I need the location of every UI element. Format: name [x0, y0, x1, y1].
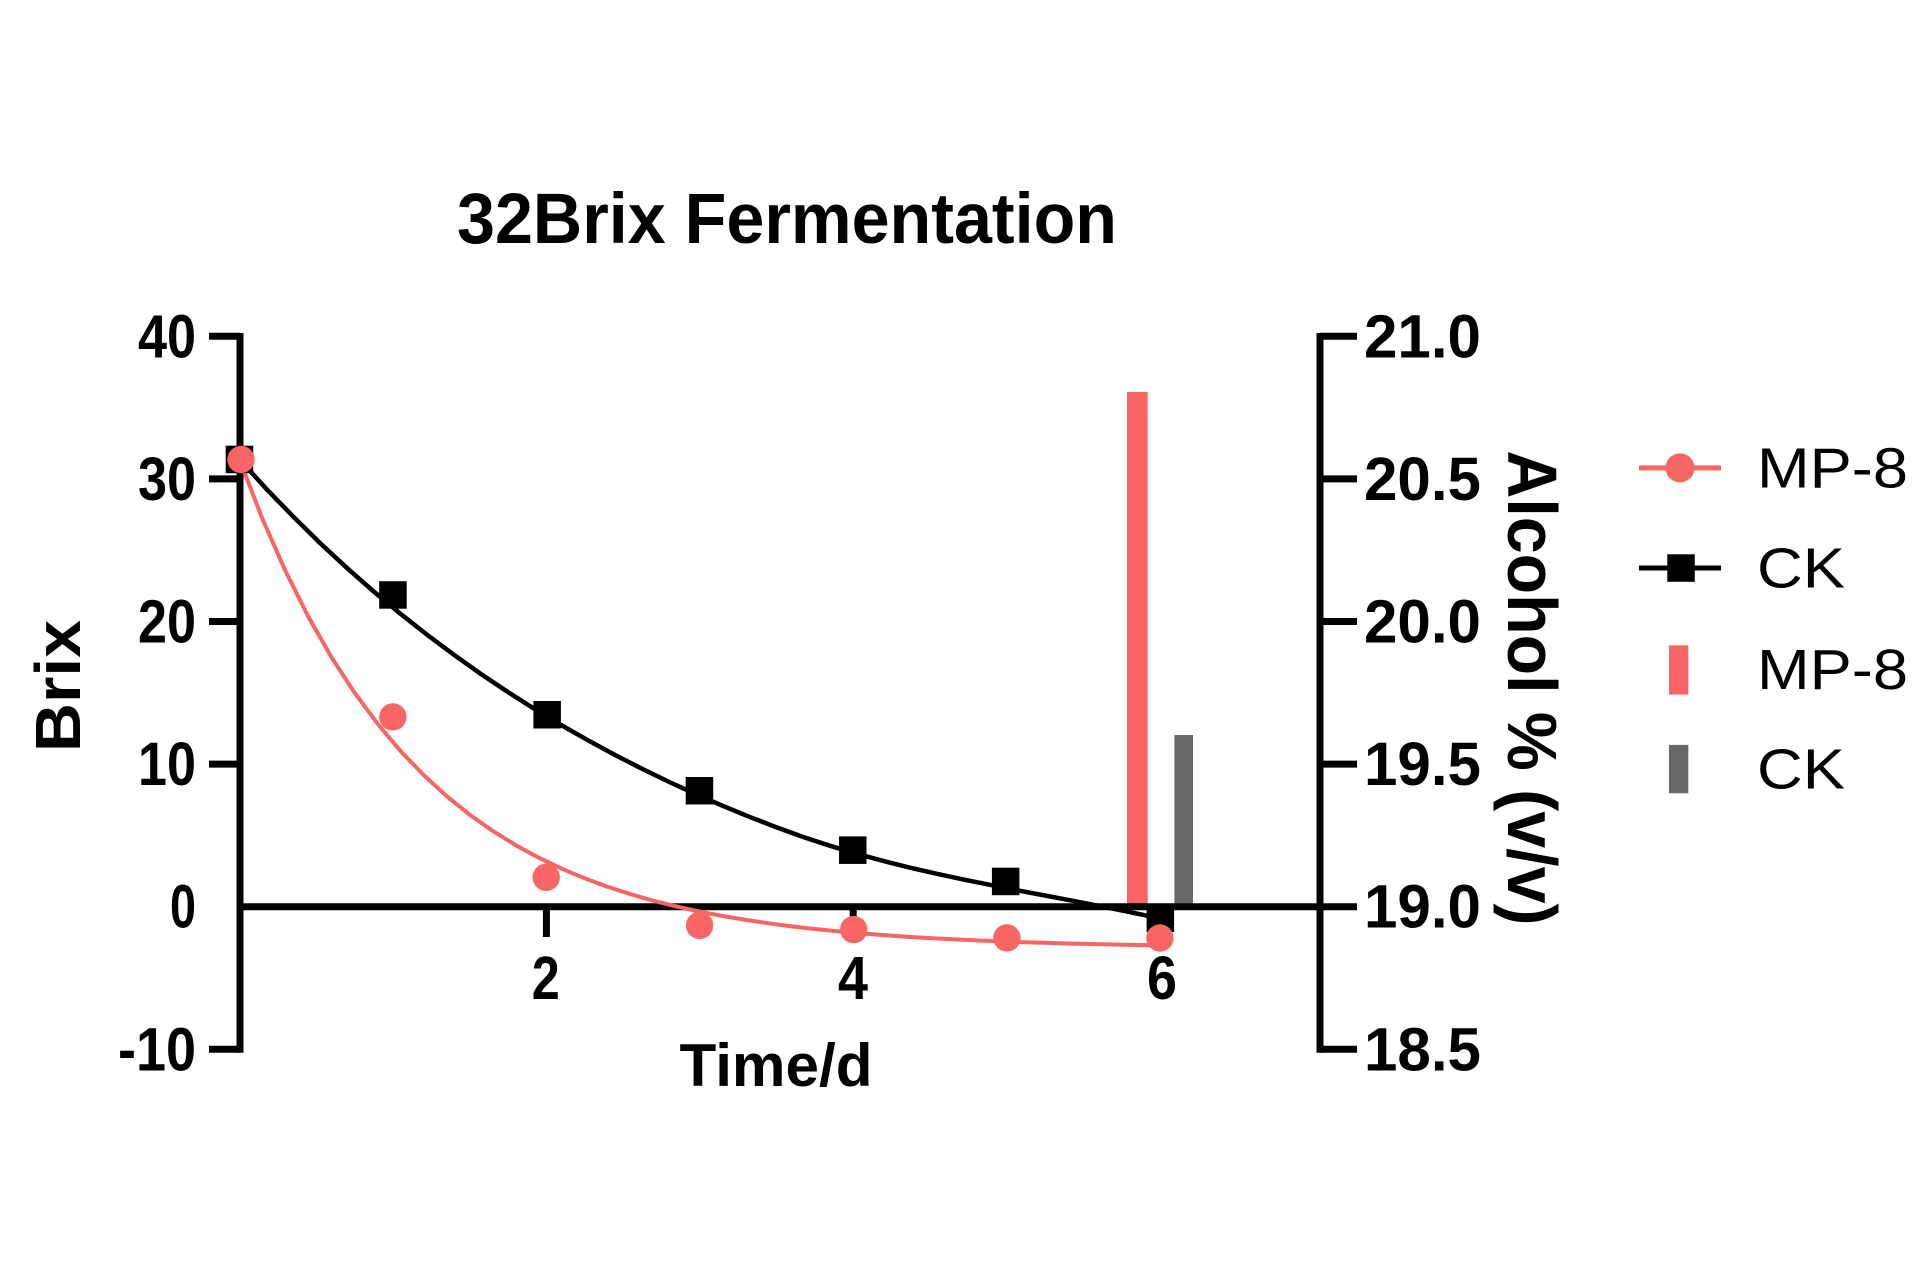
svg-text:21.0: 21.0 [1364, 302, 1481, 370]
svg-text:30: 30 [138, 445, 196, 513]
svg-text:2: 2 [532, 944, 560, 1012]
svg-text:6: 6 [1147, 944, 1177, 1012]
svg-text:20.5: 20.5 [1364, 445, 1481, 513]
svg-text:MP-8: MP-8 [1757, 437, 1908, 501]
svg-text:-10: -10 [118, 1015, 196, 1083]
svg-text:MP-8: MP-8 [1757, 638, 1908, 702]
svg-text:CK: CK [1757, 738, 1845, 802]
svg-text:18.5: 18.5 [1364, 1015, 1481, 1083]
svg-text:40: 40 [138, 302, 196, 370]
svg-text:Time/d: Time/d [680, 1032, 873, 1099]
svg-text:19.0: 19.0 [1364, 873, 1481, 941]
svg-text:19.5: 19.5 [1364, 730, 1481, 798]
svg-text:10: 10 [138, 730, 196, 798]
svg-text:0: 0 [170, 873, 196, 941]
svg-text:4: 4 [838, 944, 868, 1012]
svg-text:Brix: Brix [22, 620, 94, 752]
svg-text:32Brix Fermentation: 32Brix Fermentation [457, 180, 1117, 259]
svg-text:20.0: 20.0 [1364, 588, 1481, 656]
svg-text:CK: CK [1757, 537, 1845, 601]
svg-text:Alcohol % (v/v): Alcohol % (v/v) [1493, 451, 1571, 926]
svg-text:20: 20 [138, 588, 196, 656]
